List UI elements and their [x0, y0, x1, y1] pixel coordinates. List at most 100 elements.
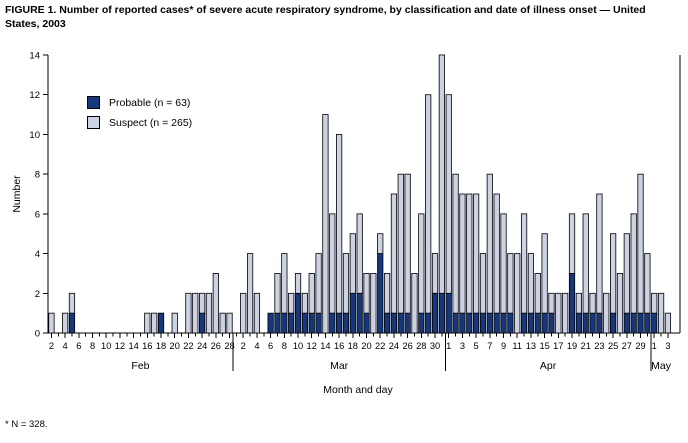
bar-Mar-30: [431, 253, 439, 334]
x-tick-label: 7: [487, 341, 492, 351]
bar-suspect-segment: [370, 273, 377, 334]
y-tick-label: 2: [35, 289, 40, 300]
x-tick-label: 1: [652, 341, 657, 351]
bar-probable-segment: [294, 292, 302, 334]
x-tick-label: 10: [293, 341, 303, 351]
bar-suspect-segment: [541, 233, 548, 314]
bar-suspect-segment: [514, 253, 521, 334]
x-tick-label: 19: [567, 341, 577, 351]
bar-probable-segment: [68, 312, 76, 334]
bar-probable-segment: [473, 312, 480, 334]
x-tick-label: 2: [241, 341, 246, 351]
bar-Mar-9: [288, 292, 295, 334]
bar-suspect-segment: [349, 233, 356, 294]
bar-Apr-27: [623, 233, 630, 334]
bar-Feb-5: [68, 292, 76, 334]
bar-Feb-28: [226, 312, 233, 334]
bar-suspect-segment: [411, 273, 418, 334]
bar-suspect-segment: [301, 292, 308, 314]
legend-item-suspect: Suspect (n = 265): [87, 115, 192, 130]
bar-Feb-23: [192, 292, 199, 334]
bar-suspect-segment: [548, 292, 555, 314]
x-tick-label: 8: [90, 341, 95, 351]
bar-Mar-2: [240, 292, 247, 334]
x-tick-label: 21: [581, 341, 591, 351]
bar-Mar-4: [253, 292, 261, 334]
x-tick-label: 29: [635, 341, 645, 351]
bar-Apr-15: [541, 233, 548, 334]
bar-suspect-segment: [479, 253, 487, 314]
bar-Mar-15: [329, 213, 336, 334]
bar-Mar-23: [383, 273, 391, 334]
x-tick-label: 20: [170, 341, 180, 351]
bar-suspect-segment: [288, 292, 295, 314]
bar-probable-segment: [651, 312, 658, 334]
legend-label-probable: Probable (n = 63): [109, 96, 191, 109]
y-tick-label: 0: [35, 329, 40, 340]
probable-swatch-icon: [87, 96, 100, 109]
bar-Mar-11: [301, 292, 308, 334]
x-tick-label: 10: [101, 341, 111, 351]
bar-Apr-12: [520, 213, 528, 334]
x-tick-label: 26: [402, 341, 412, 351]
bar-suspect-segment: [651, 292, 658, 314]
bar-probable-segment: [486, 312, 493, 334]
bar-Apr-22: [589, 292, 596, 334]
bar-suspect-segment: [336, 134, 343, 314]
y-tick-label: 10: [29, 130, 40, 141]
x-tick-label: 13: [526, 341, 536, 351]
x-tick-label: 28: [224, 341, 234, 351]
bar-suspect-segment: [596, 193, 603, 314]
bar-May-2: [657, 292, 665, 334]
y-axis-ticks: 0 2 4 6 8 10 12 14: [29, 51, 48, 340]
bar-probable-segment: [336, 312, 343, 334]
bar-probable-segment: [157, 312, 165, 334]
bar-May-3: [664, 312, 672, 334]
bar-suspect-segment: [192, 292, 199, 334]
bar-suspect-segment: [568, 213, 576, 274]
bar-probable-segment: [329, 312, 336, 334]
bar-probable-segment: [520, 312, 528, 334]
bar-suspect-segment: [493, 193, 500, 314]
bar-probable-segment: [356, 292, 363, 334]
x-tick-label: 3: [665, 341, 670, 351]
bar-suspect-segment: [589, 292, 596, 314]
bar-probable-segment: [589, 312, 596, 334]
x-tick-label: 1: [446, 341, 451, 351]
bar-Mar-12: [308, 273, 315, 334]
bar-Apr-6: [479, 253, 487, 334]
x-tick-label: 4: [254, 341, 259, 351]
bar-suspect-segment: [664, 312, 672, 334]
bar-Mar-18: [349, 233, 356, 334]
x-tick-label: 12: [115, 341, 125, 351]
bar-Mar-22: [377, 233, 384, 334]
bar-Mar-21: [370, 273, 377, 334]
bar-Mar-16: [336, 134, 343, 334]
bar-suspect-segment: [644, 253, 651, 314]
bar-probable-segment: [267, 312, 274, 334]
bar-suspect-segment: [418, 213, 425, 314]
bar-Apr-23: [596, 193, 603, 334]
bar-probable-segment: [404, 312, 411, 334]
bar-suspect-segment: [281, 253, 288, 314]
bar-probable-segment: [199, 312, 206, 334]
bar-probable-segment: [534, 312, 541, 334]
bar-probable-segment: [342, 312, 350, 334]
bar-Apr-2: [452, 173, 459, 334]
x-tick-label: 17: [553, 341, 563, 351]
bar-suspect-segment: [253, 292, 261, 334]
bar-Apr-9: [500, 213, 507, 334]
bar-probable-segment: [548, 312, 555, 334]
bar-Feb-17: [151, 312, 158, 334]
x-tick-label: 15: [539, 341, 549, 351]
x-tick-label: 23: [594, 341, 604, 351]
bar-Apr-30: [644, 253, 651, 334]
x-tick-label: 25: [608, 341, 618, 351]
x-tick-label: 24: [197, 341, 207, 351]
bar-suspect-segment: [219, 312, 226, 334]
bar-probable-segment: [630, 312, 637, 334]
bar-probable-segment: [637, 312, 644, 334]
bar-probable-segment: [500, 312, 507, 334]
x-axis-title: Month and day: [323, 384, 393, 396]
